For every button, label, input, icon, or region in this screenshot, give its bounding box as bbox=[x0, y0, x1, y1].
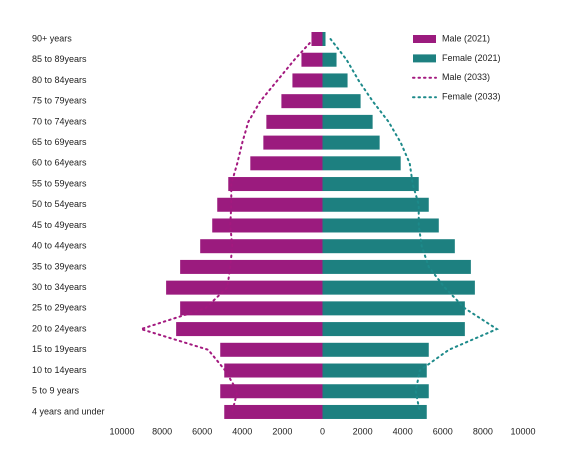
bar bbox=[311, 32, 323, 46]
bar bbox=[322, 32, 326, 46]
bar bbox=[301, 52, 323, 67]
x-tick-label: 4000 bbox=[232, 426, 252, 436]
x-tick-label: 4000 bbox=[393, 426, 413, 436]
legend-swatch bbox=[413, 35, 436, 43]
bar bbox=[322, 156, 401, 171]
bar bbox=[322, 301, 465, 316]
category-label: 45 to 49years bbox=[32, 220, 87, 230]
category-label: 50 to 54years bbox=[32, 199, 87, 209]
bar bbox=[322, 404, 427, 419]
category-label: 4 years and under bbox=[32, 406, 105, 416]
bar bbox=[322, 94, 361, 109]
category-label: 25 to 29years bbox=[32, 303, 87, 313]
category-label: 90+ years bbox=[32, 33, 72, 43]
category-label: 5 to 9 years bbox=[32, 386, 80, 396]
category-label: 30 to 34years bbox=[32, 282, 87, 292]
x-tick-label: 6000 bbox=[433, 426, 453, 436]
bar bbox=[322, 342, 429, 357]
category-label: 15 to 19years bbox=[32, 344, 87, 354]
bar bbox=[322, 218, 439, 233]
category-label: 55 to 59years bbox=[32, 178, 87, 188]
bar bbox=[322, 280, 475, 295]
category-label: 80 to 84years bbox=[32, 75, 87, 85]
x-tick-label: 10000 bbox=[510, 426, 535, 436]
category-label: 60 to 64years bbox=[32, 158, 87, 168]
x-tick-label: 8000 bbox=[473, 426, 493, 436]
x-tick-label: 10000 bbox=[109, 426, 134, 436]
bar bbox=[180, 301, 323, 316]
legend-label: Male (2033) bbox=[442, 72, 490, 82]
bar bbox=[220, 342, 323, 357]
category-label: 70 to 74years bbox=[32, 116, 87, 126]
bar bbox=[224, 363, 323, 378]
category-label: 20 to 24years bbox=[32, 323, 87, 333]
bar bbox=[322, 322, 465, 337]
category-label: 40 to 44years bbox=[32, 241, 87, 251]
legend-label: Female (2021) bbox=[442, 53, 501, 63]
category-label: 35 to 39years bbox=[32, 261, 87, 271]
legend-label: Male (2021) bbox=[442, 33, 490, 43]
bar bbox=[322, 135, 380, 150]
bar bbox=[322, 384, 429, 399]
category-label: 85 to 89years bbox=[32, 54, 87, 64]
bar bbox=[322, 177, 419, 192]
bar bbox=[176, 322, 323, 337]
line bbox=[137, 38, 315, 413]
bar bbox=[263, 135, 323, 150]
x-tick-label: 2000 bbox=[353, 426, 373, 436]
bar bbox=[250, 156, 323, 171]
bar bbox=[322, 73, 348, 88]
line bbox=[329, 38, 500, 413]
bar bbox=[292, 73, 323, 88]
category-label: 65 to 69years bbox=[32, 137, 87, 147]
x-tick-label: 6000 bbox=[192, 426, 212, 436]
category-label: 10 to 14years bbox=[32, 365, 87, 375]
bar bbox=[200, 239, 323, 254]
bar bbox=[166, 280, 323, 295]
x-tick-label: 2000 bbox=[272, 426, 292, 436]
bar bbox=[228, 177, 323, 192]
bar bbox=[220, 384, 323, 399]
x-tick-label: 8000 bbox=[152, 426, 172, 436]
legend-label: Female (2033) bbox=[442, 92, 501, 102]
bar bbox=[322, 197, 429, 212]
legend-swatch bbox=[413, 54, 436, 63]
category-label: 75 to 79years bbox=[32, 96, 87, 106]
bar bbox=[180, 259, 323, 274]
bar bbox=[281, 94, 323, 109]
bar bbox=[322, 52, 337, 67]
bar bbox=[322, 114, 373, 129]
bar bbox=[322, 363, 427, 378]
bar bbox=[224, 404, 323, 419]
bar bbox=[217, 197, 323, 212]
bar bbox=[266, 114, 323, 129]
x-tick-label: 0 bbox=[320, 426, 325, 436]
bar bbox=[322, 239, 455, 254]
bar bbox=[322, 259, 471, 274]
bar bbox=[212, 218, 323, 233]
